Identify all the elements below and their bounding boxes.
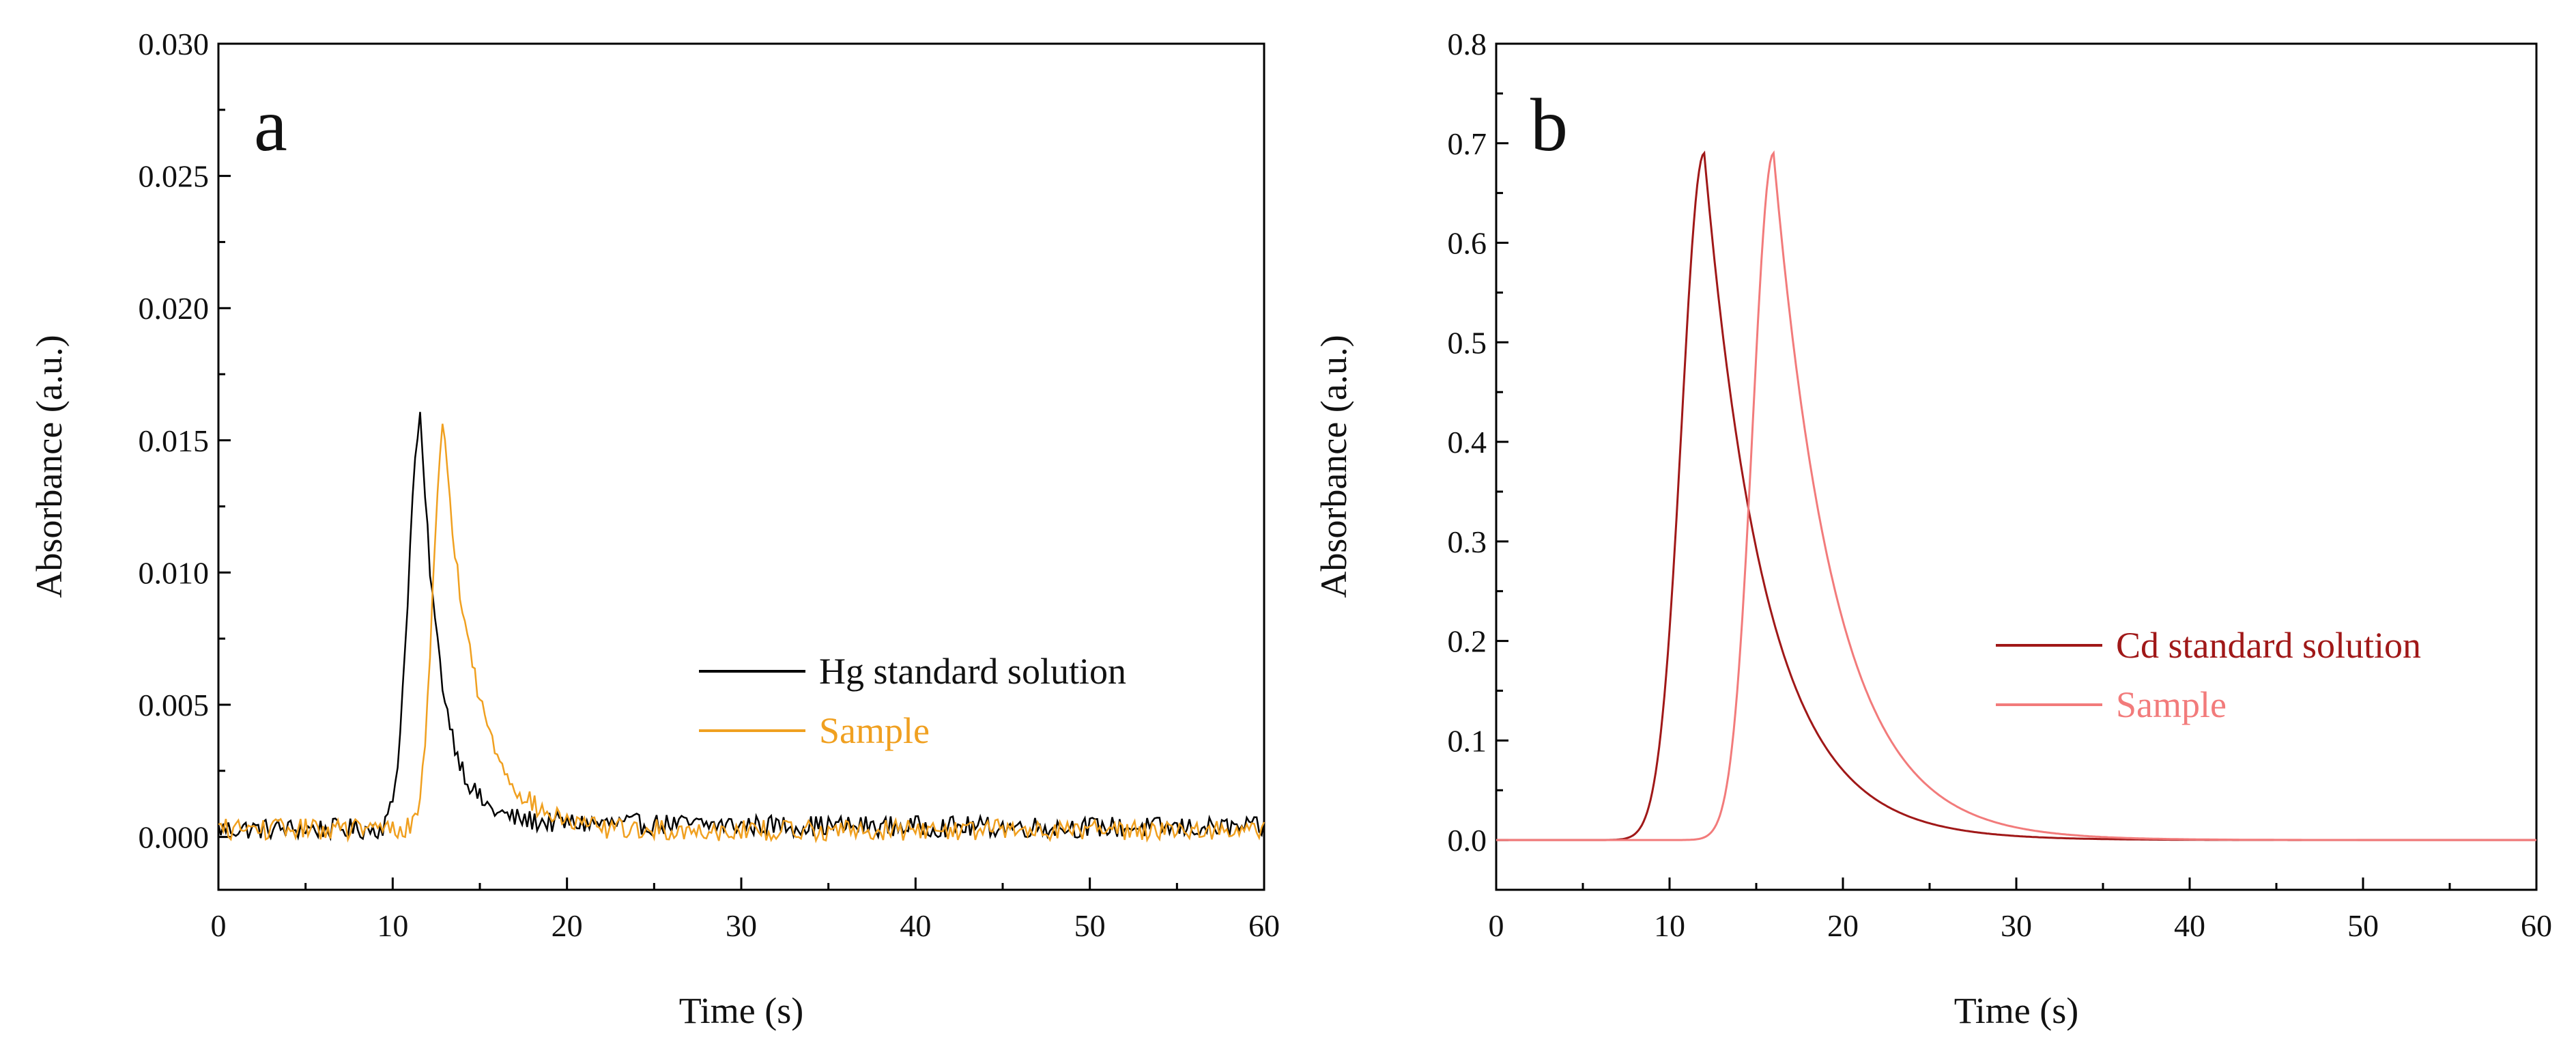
panel-b-series	[1496, 150, 2536, 841]
panel-b-legend-label-cd: Cd standard solution	[2116, 625, 2421, 666]
panel-b-x-axis-title: Time (s)	[1954, 990, 2079, 1031]
panel-b-y-ticks: 0.0 0.1 0.2 0.3 0.4 0.5 0.6 0.7 0.8	[1448, 27, 1508, 858]
panel-b-series-line-0	[1496, 150, 2536, 841]
panel-b-x-tick-label: 40	[2174, 908, 2205, 943]
panel-a-x-tick-label: 0	[211, 908, 227, 943]
panel-b: 0 10 20 30 40 50 60 0.00.10.20.30.40.50.60.70.…	[1313, 27, 2552, 1031]
panel-a-y-tick-label: 0.020	[139, 291, 210, 326]
panel-a-series-line-1	[218, 423, 1265, 843]
panel-a-letter: a	[254, 83, 287, 167]
panel-a-legend: Hg standard solution Sample	[699, 651, 1126, 751]
panel-a-x-tick-label: 40	[900, 908, 931, 943]
panel-a-y-ticks: 0.000 0.005 0.010 0.015 0.020 0.025 0.030	[139, 27, 231, 855]
panel-b-x-ticks: 0 10 20 30 40 50 60	[1489, 878, 2552, 943]
panel-b-y-tick-label: 0.8	[1448, 27, 1487, 61]
panel-b-y-tick-label: 0.1	[1448, 723, 1487, 758]
panel-a-y-tick-label: 0.030	[139, 27, 210, 61]
panel-b-x-tick-label: 10	[1654, 908, 1685, 943]
panel-b-y-tick-label: 0.0	[1448, 823, 1487, 858]
panel-a-y-tick-label: 0.025	[139, 159, 210, 194]
panel-b-x-tick-label: 20	[1827, 908, 1859, 943]
panel-a-series	[217, 412, 1265, 843]
panel-a-x-ticks: 0 10 20 30 40 50 60	[211, 878, 1280, 943]
panel-a-y-tick-label: 0.015	[139, 423, 210, 458]
panel-b-plot-frame	[1495, 42, 2538, 891]
panel-a-x-axis-title: Time (s)	[679, 990, 804, 1031]
panel-b-legend-label-sample: Sample	[2116, 684, 2227, 725]
panel-a-y-tick-label: 0.005	[139, 688, 210, 722]
panel-a-x-tick-label: 30	[726, 908, 757, 943]
panel-a-x-tick-label: 50	[1074, 908, 1106, 943]
panel-a-x-tick-label: 60	[1248, 908, 1280, 943]
panel-a-legend-label-hg: Hg standard solution	[819, 651, 1126, 692]
panel-b-letter: b	[1530, 83, 1568, 167]
panel-b-legend: Cd standard solution Sample	[1996, 625, 2421, 725]
panel-a-x-tick-label: 10	[377, 908, 408, 943]
panel-b-x-tick-label: 0	[1489, 908, 1504, 943]
panel-a-x-tick-label: 20	[552, 908, 583, 943]
panel-b-x-tick-label: 30	[2001, 908, 2032, 943]
panel-b-y-tick-label: 0.5	[1448, 325, 1487, 360]
panel-b-y-tick-label: 0.3	[1448, 524, 1487, 559]
panel-b-y-tick-label: 0.7	[1448, 126, 1487, 161]
panel-b-y-tick-label: 0.2	[1448, 624, 1487, 659]
panel-b-x-tick-label: 60	[2521, 908, 2552, 943]
panel-b-y-axis-title: Absorbance (a.u.)	[1313, 335, 1354, 598]
panel-a-y-axis-title: Absorbance (a.u.)	[29, 335, 70, 598]
panel-a-plot-frame	[217, 42, 1265, 891]
panel-a: 0 10 20 30 40 50 60 0.0000.0050.0100.0150.0200…	[29, 27, 1280, 1031]
panel-b-y-tick-label: 0.6	[1448, 226, 1487, 261]
panel-b-x-tick-label: 50	[2347, 908, 2379, 943]
panel-b-y-tick-label: 0.4	[1448, 425, 1487, 460]
panel-a-series-line-0	[217, 412, 1265, 842]
panel-a-legend-label-sample: Sample	[819, 710, 930, 751]
panel-b-series-line-1	[1496, 150, 2536, 841]
panel-a-y-tick-label: 0.010	[139, 555, 210, 590]
panel-a-y-tick-label: 0.000	[139, 820, 210, 855]
